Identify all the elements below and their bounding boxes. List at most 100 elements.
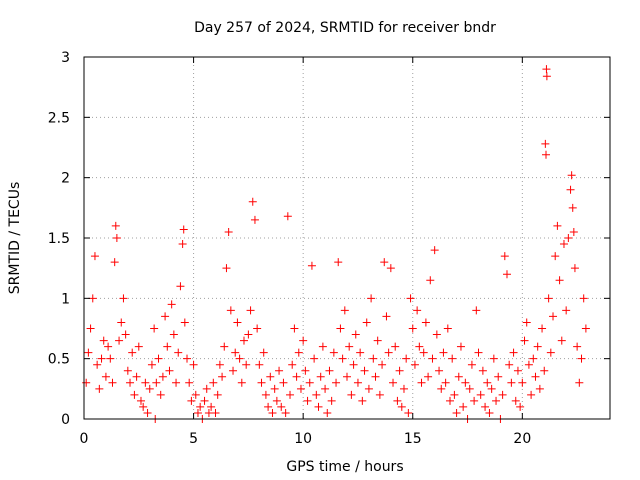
data-point — [378, 360, 387, 369]
data-point — [123, 366, 132, 375]
data-point — [338, 354, 347, 363]
data-point — [167, 300, 176, 309]
data-point — [303, 396, 312, 405]
data-point — [218, 372, 227, 381]
data-point — [542, 65, 551, 74]
data-point — [500, 252, 509, 261]
data-point — [257, 378, 266, 387]
data-point — [323, 408, 332, 417]
data-point — [325, 366, 334, 375]
data-point — [183, 354, 192, 363]
data-point — [126, 378, 135, 387]
data-point — [399, 384, 408, 393]
data-point — [413, 306, 422, 315]
data-point — [134, 342, 143, 351]
data-point — [529, 354, 538, 363]
data-point — [147, 360, 156, 369]
data-point — [209, 378, 218, 387]
data-point — [389, 378, 398, 387]
data-point — [174, 348, 183, 357]
data-point — [470, 396, 479, 405]
data-point — [121, 330, 130, 339]
data-point — [266, 372, 275, 381]
data-point — [152, 378, 161, 387]
data-point — [575, 378, 584, 387]
data-point — [541, 139, 550, 148]
data-point — [130, 390, 139, 399]
data-point — [283, 212, 292, 221]
data-point — [353, 378, 362, 387]
data-point — [321, 384, 330, 393]
data-point — [540, 366, 549, 375]
data-point — [386, 264, 395, 273]
y-tick-label: 3 — [61, 50, 70, 66]
data-point — [97, 354, 106, 363]
data-point — [314, 402, 323, 411]
y-tick-label: 1 — [61, 291, 70, 307]
data-point — [288, 360, 297, 369]
data-point — [305, 378, 314, 387]
data-point — [419, 348, 428, 357]
axis-ticks: 0 5 10 15 20 0 0.5 1 1.5 2 2.5 3 — [48, 50, 610, 447]
data-point — [90, 252, 99, 261]
data-point — [533, 342, 542, 351]
data-point — [185, 378, 194, 387]
data-point — [410, 360, 419, 369]
data-point — [117, 318, 126, 327]
data-point — [244, 330, 253, 339]
data-point — [362, 318, 371, 327]
data-point — [213, 390, 222, 399]
data-point — [327, 396, 336, 405]
data-point — [277, 402, 286, 411]
data-point — [551, 252, 560, 261]
data-point — [86, 324, 95, 333]
x-tick-label: 0 — [80, 431, 89, 447]
data-point — [261, 390, 270, 399]
data-point — [408, 324, 417, 333]
data-point — [215, 360, 224, 369]
y-tick-label: 2.5 — [48, 110, 70, 126]
data-point — [340, 306, 349, 315]
data-points — [82, 65, 590, 423]
data-point — [347, 390, 356, 399]
data-point — [573, 342, 582, 351]
data-point — [235, 354, 244, 363]
data-point — [292, 372, 301, 381]
data-point — [454, 372, 463, 381]
data-point — [568, 203, 577, 212]
y-tick-label: 0.5 — [48, 352, 70, 368]
data-point — [566, 185, 575, 194]
data-point — [259, 348, 268, 357]
data-point — [176, 282, 185, 291]
data-point — [93, 360, 102, 369]
data-point — [299, 336, 308, 345]
data-point — [312, 390, 321, 399]
grid — [84, 57, 610, 419]
data-point — [106, 354, 115, 363]
data-point — [281, 408, 290, 417]
data-point — [336, 324, 345, 333]
data-point — [104, 342, 113, 351]
data-point — [101, 372, 110, 381]
data-point — [502, 270, 511, 279]
data-point — [437, 384, 446, 393]
data-point — [158, 372, 167, 381]
data-point — [172, 378, 181, 387]
data-point — [485, 408, 494, 417]
data-point — [316, 372, 325, 381]
data-point — [553, 221, 562, 230]
data-point — [474, 348, 483, 357]
data-point — [507, 378, 516, 387]
data-point — [509, 348, 518, 357]
data-point — [268, 408, 277, 417]
data-point — [329, 348, 338, 357]
data-point — [161, 312, 170, 321]
data-point — [115, 336, 124, 345]
data-point — [441, 378, 450, 387]
data-point — [421, 318, 430, 327]
data-point — [404, 408, 413, 417]
data-point — [579, 294, 588, 303]
data-point — [345, 342, 354, 351]
